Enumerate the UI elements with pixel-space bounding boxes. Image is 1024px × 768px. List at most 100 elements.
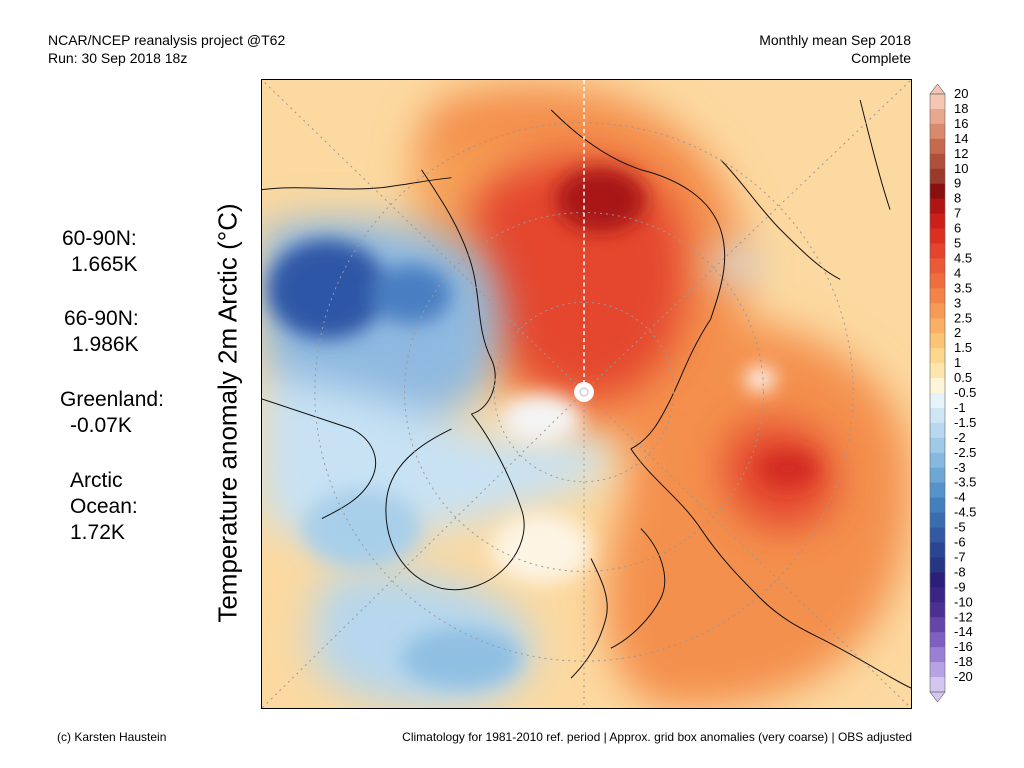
- cold-core: [267, 239, 522, 689]
- methodology-note: Climatology for 1981-2010 ref. period | …: [402, 730, 912, 744]
- colorbar-cell: [930, 572, 945, 588]
- colorbar-label: -8: [954, 564, 966, 579]
- colorbar-cell: [930, 467, 945, 484]
- colorbar-min-arrow: [929, 691, 946, 702]
- colorbar-cell: [930, 333, 945, 349]
- colorbar-cell: [930, 243, 945, 259]
- colorbar-cell: [930, 153, 945, 170]
- colorbar-cell: [930, 198, 945, 215]
- colorbar-cell: [930, 318, 945, 334]
- colorbar-cell: [930, 288, 945, 304]
- colorbar-label: 4: [954, 265, 961, 280]
- colorbar-label: -4: [954, 490, 966, 505]
- colorbar-label: 14: [954, 131, 968, 146]
- stat-value: 1.986K: [72, 333, 139, 356]
- colorbar-cells: [929, 84, 946, 702]
- colorbar-label: -16: [954, 639, 973, 654]
- colorbar-cell: [930, 363, 945, 379]
- colorbar-cell: [930, 258, 945, 274]
- colorbar-cell: [930, 527, 945, 543]
- colorbar-label: -9: [954, 579, 966, 594]
- stat-60-90n: 60-90N: 1.665K: [62, 226, 138, 278]
- header-right: Monthly mean Sep 2018 Complete: [759, 31, 911, 67]
- colorbar-label: 3.5: [954, 280, 972, 295]
- colorbar-label: -14: [954, 624, 973, 639]
- run-info: Run: 30 Sep 2018 18z: [48, 50, 188, 66]
- colorbar-cell: [930, 452, 945, 469]
- colorbar-max-arrow: [929, 84, 946, 95]
- colorbar-cell: [930, 183, 945, 200]
- stat-greenland: Greenland: -0.07K: [60, 387, 164, 439]
- colorbar-label: 7: [954, 206, 961, 221]
- colorbar-cell: [930, 407, 945, 424]
- stat-label-2: Ocean:: [70, 495, 138, 518]
- colorbar-label: 18: [954, 101, 968, 116]
- colorbar-label: -12: [954, 609, 973, 624]
- colorbar: 201816141210987654.543.532.521.510.5-0.5…: [929, 84, 976, 702]
- colorbar-cell: [930, 482, 945, 499]
- stat-arctic-ocean: Arctic Ocean: 1.72K: [70, 468, 138, 546]
- colorbar-label: 3: [954, 295, 961, 310]
- colorbar-cell: [930, 542, 945, 558]
- colorbar-label: -0.5: [954, 385, 976, 400]
- colorbar-cell: [930, 168, 945, 185]
- colorbar-cell: [930, 632, 945, 648]
- colorbar-label: 4.5: [954, 250, 972, 265]
- colorbar-cell: [930, 108, 945, 125]
- colorbar-label: -3.5: [954, 475, 976, 490]
- colorbar-cell: [930, 677, 945, 693]
- model-title: NCAR/NCEP reanalysis project @T62: [48, 32, 286, 48]
- colorbar-cell: [930, 273, 945, 289]
- colorbar-cell: [930, 94, 945, 110]
- north-pole-mask: [574, 382, 594, 402]
- colorbar-label: -2.5: [954, 445, 976, 460]
- period-title: Monthly mean Sep 2018: [759, 32, 911, 48]
- north-pole-marker: [579, 387, 589, 397]
- colorbar-cell: [930, 587, 945, 603]
- colorbar-label: 12: [954, 146, 968, 161]
- colorbar-cell: [930, 557, 945, 573]
- colorbar-cell: [930, 497, 945, 514]
- colorbar-label: 5: [954, 236, 961, 251]
- colorbar-label: -20: [954, 669, 973, 684]
- colorbar-label: 1.5: [954, 340, 972, 355]
- neutral-anomaly-field: [491, 367, 776, 584]
- colorbar-label: 9: [954, 176, 961, 191]
- colorbar-label: -5: [954, 520, 966, 535]
- anomaly-map: [261, 79, 912, 709]
- completion-status: Complete: [851, 50, 911, 66]
- stat-value: -0.07K: [70, 414, 132, 437]
- colorbar-cell: [930, 348, 945, 364]
- colorbar-cell: [930, 617, 945, 633]
- colorbar-label: 8: [954, 191, 961, 206]
- colorbar-label: 0.5: [954, 370, 972, 385]
- colorbar-label: 20: [954, 86, 968, 101]
- coastlines: [262, 99, 911, 689]
- colorbar-cell: [930, 422, 945, 439]
- stat-66-90n: 66-90N: 1.986K: [64, 306, 139, 358]
- colorbar-labels: 201816141210987654.543.532.521.510.5-0.5…: [954, 86, 976, 684]
- colorbar-label: -10: [954, 594, 973, 609]
- colorbar-cell: [930, 393, 945, 409]
- colorbar-label: -2: [954, 430, 966, 445]
- colorbar-frame: [929, 93, 946, 693]
- stat-label: 66-90N:: [64, 307, 139, 330]
- colorbar-cell: [930, 138, 945, 155]
- colorbar-cell: [930, 213, 945, 230]
- colorbar-label: -1: [954, 400, 966, 415]
- stat-value: 1.665K: [71, 253, 138, 276]
- colorbar-label: 16: [954, 116, 968, 131]
- colorbar-label: 6: [954, 221, 961, 236]
- colorbar-label: -7: [954, 549, 966, 564]
- colorbar-cell: [930, 602, 945, 618]
- hot-spot: [556, 167, 819, 487]
- colorbar-cell: [930, 303, 945, 319]
- colorbar-cell: [930, 437, 945, 454]
- colorbar-cell: [930, 512, 945, 529]
- colorbar-label: 2: [954, 325, 961, 340]
- header-left: NCAR/NCEP reanalysis project @T62 Run: 3…: [48, 31, 285, 67]
- stat-label: Arctic: [70, 469, 123, 492]
- colorbar-label: -6: [954, 535, 966, 550]
- colorbar-label: -18: [954, 654, 973, 669]
- colorbar-cell: [930, 378, 945, 394]
